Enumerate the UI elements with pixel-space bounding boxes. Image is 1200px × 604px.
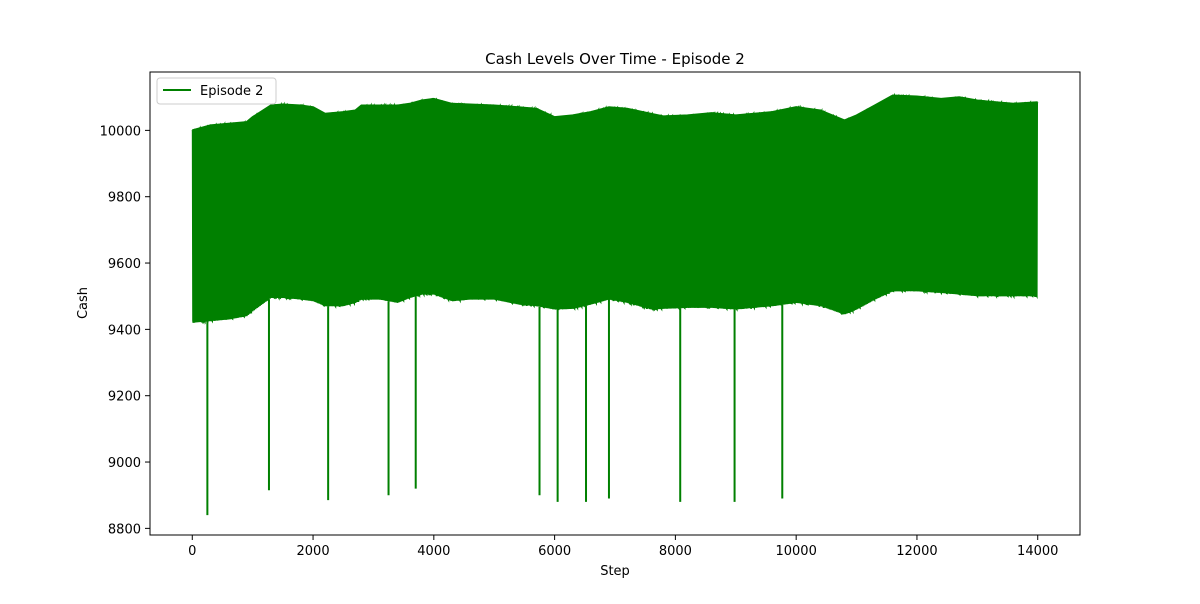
x-tick-label: 2000 xyxy=(297,544,330,559)
y-tick-label: 9600 xyxy=(108,257,141,272)
chart-title: Cash Levels Over Time - Episode 2 xyxy=(485,50,745,68)
y-tick-label: 10000 xyxy=(100,124,141,139)
plot-area-frame xyxy=(149,71,1081,536)
y-tick-label: 9800 xyxy=(108,191,141,206)
y-tick-label: 9000 xyxy=(108,456,141,471)
series-line-episode-2 xyxy=(191,92,1039,325)
y-tick-label: 9400 xyxy=(108,323,141,338)
y-axis: 8800 9000 9200 9400 9600 9800 10000 xyxy=(100,124,150,537)
x-tick-label: 10000 xyxy=(775,544,816,559)
x-axis: 0 2000 4000 6000 8000 10000 12000 14000 xyxy=(188,535,1058,559)
legend-label-episode-2: Episode 2 xyxy=(200,84,263,99)
y-axis-label: Cash xyxy=(76,287,91,319)
series-upper-envelope xyxy=(192,94,1038,132)
x-tick-label: 8000 xyxy=(659,544,692,559)
x-tick-label: 4000 xyxy=(417,544,450,559)
y-tick-label: 8800 xyxy=(108,522,141,537)
legend: Episode 2 xyxy=(156,77,277,105)
legend-box xyxy=(156,77,277,105)
x-tick-label: 6000 xyxy=(538,544,571,559)
series-layer xyxy=(191,92,1039,516)
x-axis-label: Step xyxy=(600,564,630,579)
x-tick-label: 14000 xyxy=(1017,544,1058,559)
x-tick-label: 12000 xyxy=(896,544,937,559)
x-tick-label: 0 xyxy=(188,544,196,559)
y-tick-label: 9200 xyxy=(108,390,141,405)
